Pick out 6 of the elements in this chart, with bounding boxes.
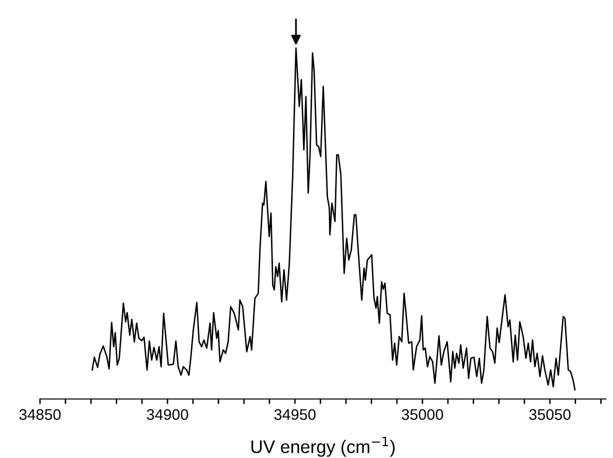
x-tick-label: 35050 bbox=[529, 409, 571, 420]
x-tick-label: 34950 bbox=[274, 409, 316, 420]
x-tick-label: 34900 bbox=[146, 409, 188, 420]
x-tick-label: 34850 bbox=[19, 409, 61, 420]
x-axis-title: UV energy (cm$^{−1}$) bbox=[251, 436, 395, 457]
x-tick-label: 35000 bbox=[402, 409, 444, 420]
